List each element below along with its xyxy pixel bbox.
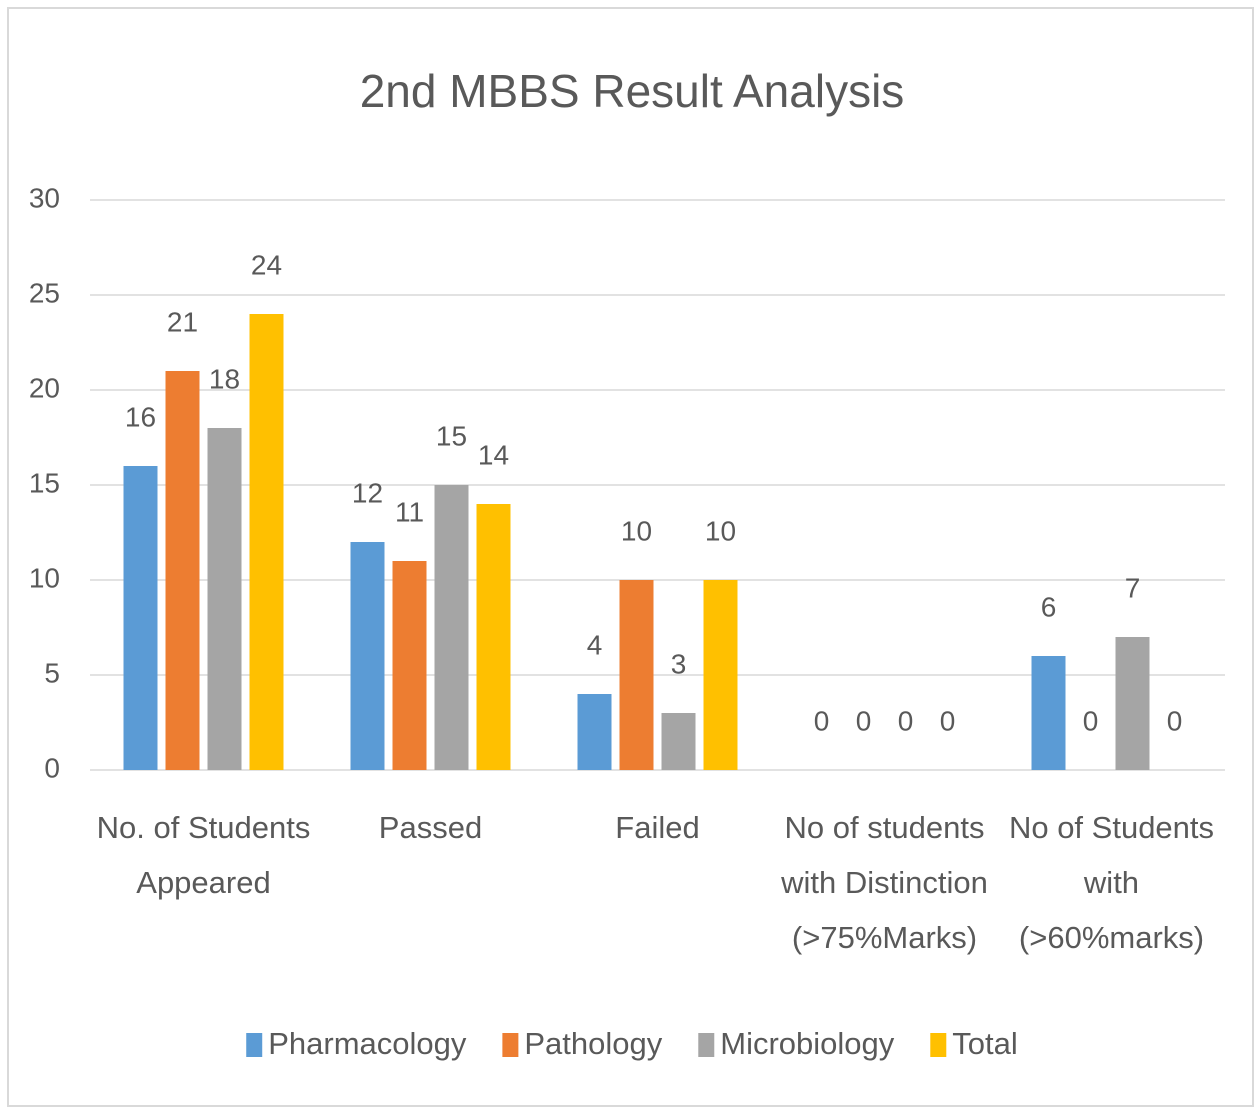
x-tick-label: (>60%marks) (1019, 920, 1204, 955)
legend-label: Total (952, 1026, 1017, 1061)
y-tick-label: 20 (29, 372, 60, 403)
data-label: 7 (1125, 572, 1141, 603)
data-label: 0 (814, 705, 830, 736)
data-label: 4 (587, 629, 603, 660)
legend-label: Microbiology (720, 1026, 895, 1061)
bar (1115, 637, 1150, 770)
data-label: 0 (856, 705, 872, 736)
legend-label: Pathology (524, 1026, 662, 1061)
x-tick-label: No of students (785, 810, 985, 845)
legend-swatch (246, 1033, 263, 1057)
x-tick-label: No of Students (1009, 810, 1214, 845)
bar (350, 542, 385, 770)
data-label: 16 (125, 401, 156, 432)
bar (476, 504, 511, 770)
x-tick-label: Passed (379, 810, 482, 845)
bar (434, 485, 469, 770)
y-tick-label: 10 (29, 562, 60, 593)
bar (577, 694, 612, 770)
data-label: 6 (1041, 591, 1057, 622)
bar (619, 580, 654, 770)
data-label: 11 (395, 496, 424, 527)
data-label: 0 (940, 705, 956, 736)
bar (661, 713, 696, 770)
data-label: 10 (705, 515, 736, 546)
bar (703, 580, 738, 770)
bar (123, 466, 158, 770)
y-tick-label: 25 (29, 277, 60, 308)
data-label: 18 (209, 363, 240, 394)
x-tick-label: Failed (615, 810, 699, 845)
y-tick-label: 15 (29, 467, 60, 498)
data-label: 10 (621, 515, 652, 546)
bar (207, 428, 242, 770)
legend-label: Pharmacology (268, 1026, 467, 1061)
legend-swatch (502, 1033, 519, 1057)
bar (1031, 656, 1066, 770)
legend-swatch (930, 1033, 947, 1057)
data-label: 3 (671, 648, 687, 679)
data-label: 0 (1167, 705, 1183, 736)
bar (249, 314, 284, 770)
data-label: 21 (167, 306, 198, 337)
x-tick-label: No. of Students (97, 810, 311, 845)
data-label: 12 (352, 477, 383, 508)
legend-swatch (698, 1033, 715, 1057)
data-label: 15 (436, 420, 467, 451)
x-tick-label: with Distinction (780, 865, 988, 900)
x-tick-label: Appeared (136, 865, 270, 900)
bar (392, 561, 427, 770)
data-label: 14 (478, 439, 509, 470)
data-label: 0 (1083, 705, 1099, 736)
data-label: 0 (898, 705, 914, 736)
y-tick-label: 0 (44, 752, 60, 783)
x-tick-label: (>75%Marks) (792, 920, 977, 955)
x-tick-label: with (1083, 865, 1139, 900)
chart-title: 2nd MBBS Result Analysis (360, 65, 905, 117)
y-tick-label: 30 (29, 182, 60, 213)
data-label: 24 (251, 249, 282, 280)
bar (165, 371, 200, 770)
y-tick-label: 5 (44, 657, 60, 688)
